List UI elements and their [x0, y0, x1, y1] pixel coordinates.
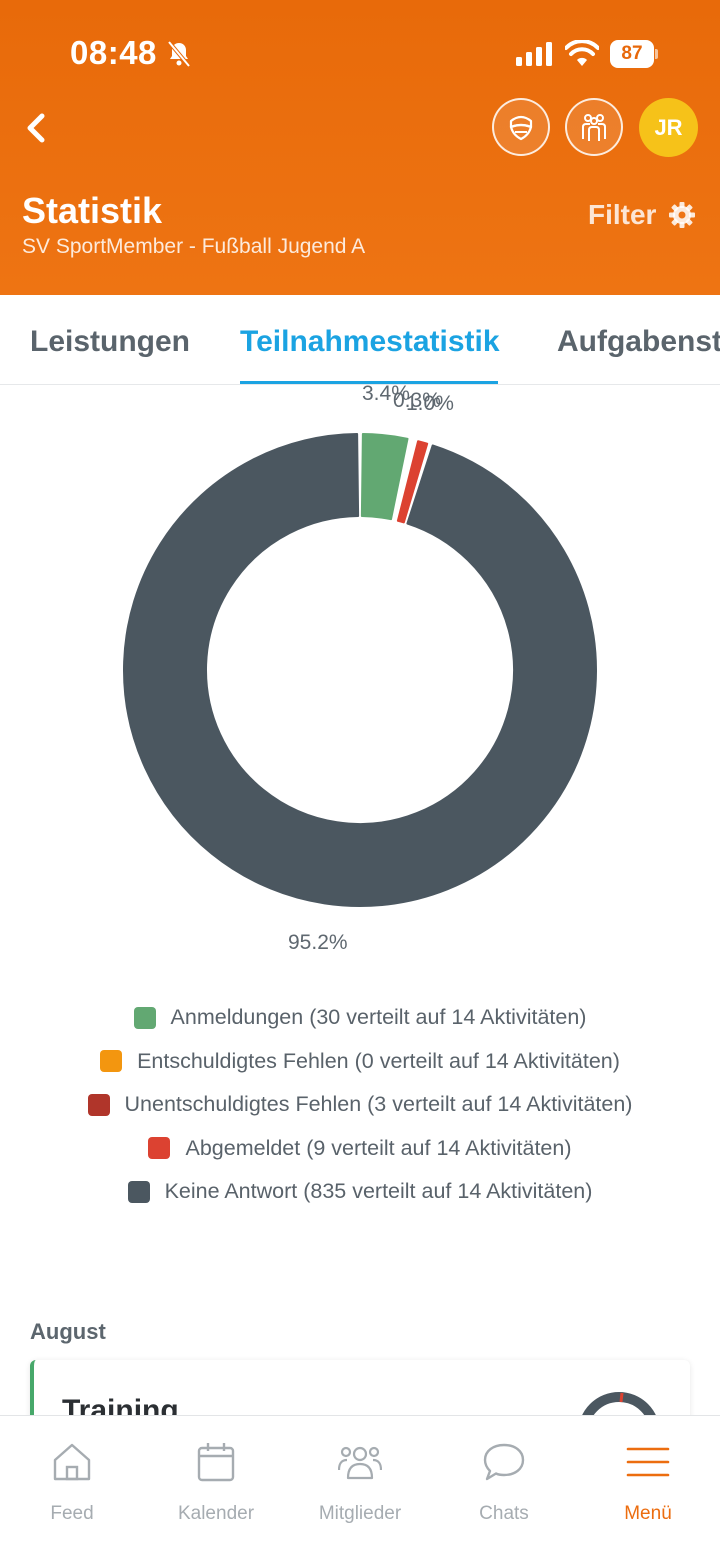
month-heading: August	[30, 1319, 106, 1344]
nav-label: Menü	[624, 1503, 672, 1524]
wifi-icon	[565, 40, 599, 66]
status-time: 08:48	[70, 34, 157, 71]
active-tab-indicator	[240, 381, 498, 384]
back-chevron-icon[interactable]	[22, 108, 52, 148]
legend-item-abgemeldet: Abgemeldet (9 verteilt auf 14 Aktivitäte…	[0, 1127, 720, 1171]
pct-label-keine-antwort: 95.2%	[288, 931, 348, 954]
donut-slice-anmeldungen	[360, 433, 409, 521]
tab-leistungen[interactable]: Leistungen	[30, 325, 191, 358]
home-icon	[53, 1443, 91, 1481]
legend-item-anmeldungen: Anmeldungen (30 verteilt auf 14 Aktivitä…	[0, 996, 720, 1040]
page-title: Statistik	[22, 190, 163, 231]
donut-slice-abgemeldet	[396, 440, 429, 524]
battery-level: 87	[610, 40, 654, 68]
tab-aufgabenstatistik[interactable]: Aufgabenstatistik	[557, 325, 720, 358]
legend-item-unentschuldigt: Unentschuldigtes Fehlen (3 verteilt auf …	[0, 1083, 720, 1127]
filter-button[interactable]: Filter	[588, 199, 657, 230]
tab-bar: Leistungen Teilnahmestatistik Aufgabenst…	[0, 295, 720, 385]
pct-label-unentschuldigt: 0.3%	[393, 389, 441, 412]
gear-icon[interactable]	[668, 201, 696, 229]
pct-label-anmeldungen: 3.4%	[362, 382, 410, 405]
legend-swatch	[133, 1006, 156, 1029]
nav-menu[interactable]: Menü	[576, 1416, 720, 1560]
app-header: 08:48 87	[0, 0, 720, 295]
calendar-icon	[197, 1443, 235, 1482]
legend-item-entschuldigt: Entschuldigtes Fehlen (0 verteilt auf 14…	[0, 1040, 720, 1084]
legend-label: Anmeldungen (30 verteilt auf 14 Aktivitä…	[170, 1005, 587, 1030]
nav-label: Chats	[479, 1503, 529, 1524]
bell-muted-icon	[167, 40, 191, 68]
nav-mitglieder[interactable]: Mitglieder	[288, 1416, 432, 1560]
legend-swatch	[100, 1050, 123, 1073]
signal-icon	[516, 42, 552, 66]
group-icon	[582, 114, 606, 141]
legend-swatch	[87, 1093, 110, 1116]
legend-label: Unentschuldigtes Fehlen (3 verteilt auf …	[124, 1092, 633, 1117]
legend-label: Keine Antwort (835 verteilt auf 14 Aktiv…	[164, 1179, 593, 1204]
nav-label: Kalender	[177, 1503, 255, 1524]
legend-swatch	[148, 1137, 171, 1160]
team-badge-icon	[509, 115, 533, 141]
nav-chats[interactable]: Chats	[432, 1416, 576, 1560]
bottom-navigation: Feed Kalender Mitglieder Chats	[0, 1415, 720, 1560]
donut-chart-svg	[123, 433, 597, 907]
pct-label-abgemeldet: 1.0%	[406, 392, 454, 415]
members-icon	[338, 1446, 382, 1480]
chart-legend: Anmeldungen (30 verteilt auf 14 Aktivitä…	[0, 996, 720, 1214]
battery-icon: 87	[610, 40, 658, 68]
nav-label: Feed	[50, 1503, 94, 1524]
page-subtitle: SV SportMember - Fußball Jugend A	[22, 235, 366, 258]
participation-chart: 3.4% 0.3% 1.0% 95.2%	[0, 382, 720, 975]
legend-swatch	[127, 1180, 150, 1203]
legend-item-keine-antwort: Keine Antwort (835 verteilt auf 14 Aktiv…	[0, 1170, 720, 1214]
team-badge-button[interactable]	[492, 98, 550, 156]
nav-feed[interactable]: Feed	[0, 1416, 144, 1560]
donut-slice-keine-antwort	[123, 433, 597, 907]
menu-icon	[626, 1447, 670, 1477]
legend-label: Entschuldigtes Fehlen (0 verteilt auf 14…	[137, 1048, 620, 1073]
tab-teilnahmestatistik[interactable]: Teilnahmestatistik	[240, 325, 500, 358]
nav-kalender[interactable]: Kalender	[144, 1416, 288, 1560]
legend-label: Abgemeldet (9 verteilt auf 14 Aktivitäte…	[185, 1135, 572, 1160]
team-members-button[interactable]	[565, 98, 623, 156]
nav-label: Mitglieder	[318, 1503, 402, 1524]
chat-icon	[483, 1443, 525, 1481]
avatar[interactable]: JR	[639, 98, 698, 157]
